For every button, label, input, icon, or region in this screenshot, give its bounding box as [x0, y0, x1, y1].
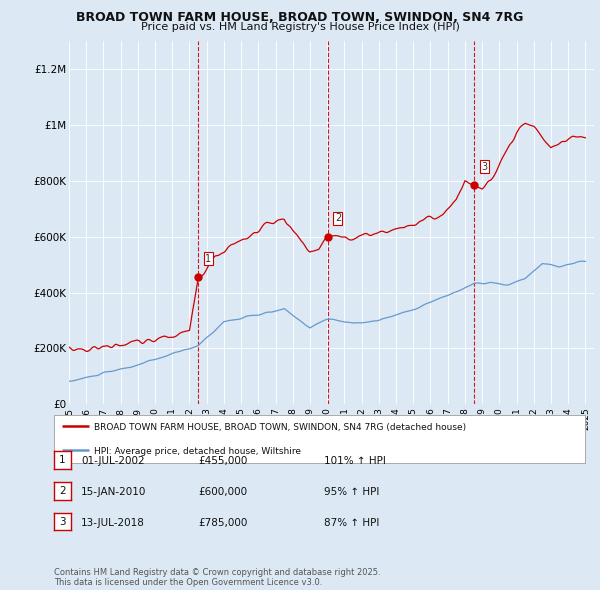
Text: 01-JUL-2002: 01-JUL-2002: [81, 457, 145, 466]
Text: 2: 2: [59, 486, 66, 496]
Text: 1: 1: [59, 455, 66, 465]
Text: Price paid vs. HM Land Registry's House Price Index (HPI): Price paid vs. HM Land Registry's House …: [140, 22, 460, 32]
Text: BROAD TOWN FARM HOUSE, BROAD TOWN, SWINDON, SN4 7RG: BROAD TOWN FARM HOUSE, BROAD TOWN, SWIND…: [76, 11, 524, 24]
Text: BROAD TOWN FARM HOUSE, BROAD TOWN, SWINDON, SN4 7RG (detached house): BROAD TOWN FARM HOUSE, BROAD TOWN, SWIND…: [94, 424, 466, 432]
Text: £455,000: £455,000: [198, 457, 247, 466]
Text: 1: 1: [205, 254, 211, 264]
Text: 101% ↑ HPI: 101% ↑ HPI: [324, 457, 386, 466]
Text: 3: 3: [481, 162, 487, 172]
Text: 95% ↑ HPI: 95% ↑ HPI: [324, 487, 379, 497]
Text: 15-JAN-2010: 15-JAN-2010: [81, 487, 146, 497]
Text: £600,000: £600,000: [198, 487, 247, 497]
Text: £785,000: £785,000: [198, 518, 247, 527]
Text: 2: 2: [335, 214, 341, 224]
Text: Contains HM Land Registry data © Crown copyright and database right 2025.
This d: Contains HM Land Registry data © Crown c…: [54, 568, 380, 587]
Text: 13-JUL-2018: 13-JUL-2018: [81, 518, 145, 527]
Text: HPI: Average price, detached house, Wiltshire: HPI: Average price, detached house, Wilt…: [94, 447, 301, 456]
Text: 87% ↑ HPI: 87% ↑ HPI: [324, 518, 379, 527]
Text: 3: 3: [59, 517, 66, 526]
